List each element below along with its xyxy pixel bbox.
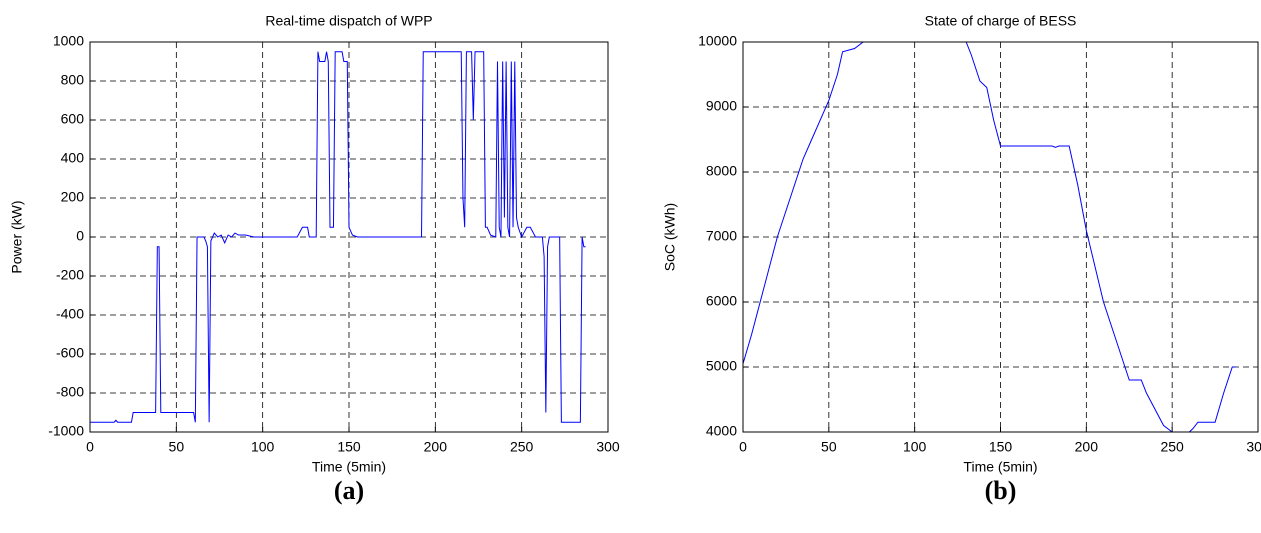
y-tick-label: 200	[61, 189, 85, 205]
chart-title: Real-time dispatch of WPP	[265, 13, 432, 29]
x-tick-label: 100	[251, 439, 275, 455]
y-tick-label: -400	[56, 306, 84, 322]
x-axis-label: Time (5min)	[963, 459, 1037, 475]
caption: (a)	[334, 476, 364, 505]
y-tick-label: -1000	[48, 423, 84, 439]
x-tick-label: 0	[86, 439, 94, 455]
x-tick-label: 150	[337, 439, 361, 455]
y-axis-label: SoC (kWh)	[662, 203, 678, 271]
y-tick-label: 4000	[706, 423, 737, 439]
y-tick-label: 600	[61, 111, 85, 127]
axes-box	[742, 41, 1259, 433]
y-tick-label: 400	[61, 150, 85, 166]
x-axis-label: Time (5min)	[312, 459, 386, 475]
y-tick-label: 10000	[698, 33, 737, 49]
x-tick-label: 50	[169, 439, 185, 455]
x-tick-label: 250	[510, 439, 534, 455]
data-line	[90, 51, 586, 423]
x-tick-label: 300	[1246, 439, 1261, 455]
y-tick-label: 800	[61, 72, 85, 88]
y-axis-label: Power (kW)	[9, 200, 25, 273]
x-tick-label: 200	[424, 439, 448, 455]
caption: (b)	[985, 476, 1017, 505]
y-tick-label: -800	[56, 384, 84, 400]
y-tick-label: 7000	[706, 228, 737, 244]
axes-box	[89, 41, 609, 433]
y-tick-label: 6000	[706, 293, 737, 309]
x-tick-label: 200	[1075, 439, 1099, 455]
chart-title: State of charge of BESS	[925, 13, 1077, 29]
y-tick-label: 9000	[706, 98, 737, 114]
y-tick-label: 0	[76, 228, 84, 244]
x-tick-label: 300	[596, 439, 620, 455]
y-tick-label: -200	[56, 267, 84, 283]
x-tick-label: 0	[739, 439, 747, 455]
x-tick-label: 150	[989, 439, 1013, 455]
x-tick-label: 50	[821, 439, 837, 455]
y-tick-label: 8000	[706, 163, 737, 179]
x-tick-label: 250	[1160, 439, 1184, 455]
y-tick-label: 1000	[53, 33, 84, 49]
y-tick-label: -600	[56, 345, 84, 361]
x-tick-label: 100	[903, 439, 927, 455]
y-tick-label: 5000	[706, 358, 737, 374]
